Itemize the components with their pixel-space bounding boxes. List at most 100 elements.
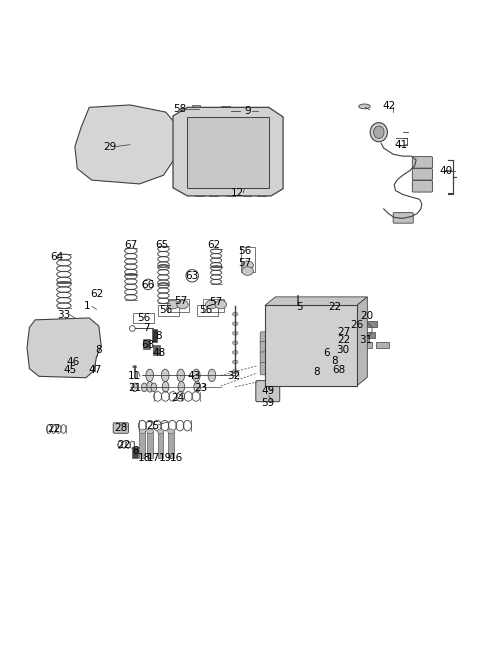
- Circle shape: [108, 170, 114, 176]
- Bar: [359, 321, 377, 327]
- Ellipse shape: [306, 298, 313, 309]
- Bar: [297, 303, 300, 313]
- Circle shape: [293, 328, 302, 337]
- Circle shape: [101, 161, 107, 166]
- Bar: [132, 447, 138, 458]
- Ellipse shape: [146, 382, 153, 392]
- Text: 43: 43: [187, 371, 201, 381]
- Text: 58: 58: [174, 104, 187, 114]
- Ellipse shape: [157, 429, 164, 434]
- Circle shape: [331, 357, 340, 365]
- Circle shape: [192, 118, 202, 128]
- Circle shape: [312, 343, 321, 351]
- Circle shape: [312, 328, 321, 337]
- Circle shape: [293, 343, 302, 351]
- Text: 63: 63: [185, 271, 199, 281]
- Circle shape: [98, 111, 104, 117]
- Text: 57: 57: [174, 296, 187, 306]
- Ellipse shape: [205, 300, 217, 309]
- Ellipse shape: [139, 429, 146, 434]
- Ellipse shape: [168, 429, 174, 434]
- Text: 59: 59: [261, 398, 275, 407]
- Circle shape: [247, 151, 256, 161]
- Circle shape: [247, 135, 256, 144]
- Ellipse shape: [161, 369, 169, 382]
- Text: 67: 67: [124, 240, 137, 250]
- Circle shape: [115, 134, 121, 140]
- Polygon shape: [357, 297, 367, 386]
- Polygon shape: [75, 105, 178, 184]
- Text: 22: 22: [48, 424, 61, 434]
- Ellipse shape: [92, 142, 101, 155]
- Circle shape: [228, 151, 238, 161]
- Circle shape: [293, 371, 302, 380]
- Bar: [153, 345, 159, 355]
- Ellipse shape: [232, 331, 238, 335]
- Text: 17: 17: [147, 453, 160, 462]
- Bar: [89, 353, 95, 371]
- Text: 30: 30: [336, 345, 349, 355]
- Bar: [202, 109, 211, 115]
- Ellipse shape: [215, 300, 227, 309]
- Text: 33: 33: [57, 310, 71, 320]
- Text: 8: 8: [332, 356, 338, 366]
- Bar: [197, 305, 218, 316]
- Text: 45: 45: [63, 365, 76, 375]
- Text: 68: 68: [332, 365, 345, 375]
- Circle shape: [118, 160, 123, 165]
- Ellipse shape: [232, 350, 238, 354]
- Circle shape: [331, 328, 340, 337]
- Circle shape: [247, 168, 256, 178]
- Ellipse shape: [284, 298, 290, 309]
- Text: 65: 65: [156, 240, 168, 250]
- Circle shape: [228, 168, 238, 178]
- Circle shape: [97, 149, 103, 154]
- Text: 41: 41: [394, 140, 408, 150]
- Ellipse shape: [142, 383, 147, 392]
- Text: 12: 12: [231, 189, 244, 198]
- Circle shape: [210, 168, 220, 178]
- Circle shape: [210, 135, 220, 144]
- Bar: [221, 106, 230, 113]
- Circle shape: [274, 328, 283, 337]
- Circle shape: [144, 128, 150, 133]
- Text: 64: 64: [50, 252, 64, 261]
- Bar: [147, 432, 153, 458]
- Bar: [265, 305, 357, 386]
- Circle shape: [149, 141, 155, 147]
- Text: 8: 8: [156, 331, 162, 341]
- Ellipse shape: [242, 261, 253, 270]
- Text: 56: 56: [138, 313, 151, 323]
- Ellipse shape: [373, 126, 384, 138]
- Ellipse shape: [192, 369, 200, 382]
- Text: 11: 11: [128, 371, 141, 381]
- Circle shape: [192, 151, 202, 161]
- Circle shape: [274, 314, 283, 322]
- Bar: [85, 346, 91, 364]
- Text: 6: 6: [323, 348, 329, 358]
- Ellipse shape: [242, 267, 253, 275]
- Bar: [157, 432, 163, 458]
- Text: 42: 42: [383, 101, 396, 111]
- Bar: [209, 189, 218, 196]
- Circle shape: [293, 314, 302, 322]
- Ellipse shape: [177, 300, 188, 309]
- Text: 8: 8: [313, 367, 320, 377]
- Circle shape: [158, 133, 164, 139]
- Circle shape: [192, 185, 202, 195]
- Ellipse shape: [146, 369, 154, 382]
- Bar: [241, 247, 255, 272]
- Ellipse shape: [232, 369, 238, 373]
- Circle shape: [96, 124, 102, 129]
- Circle shape: [127, 122, 133, 128]
- Ellipse shape: [273, 149, 282, 155]
- Circle shape: [146, 154, 152, 160]
- Ellipse shape: [177, 369, 185, 382]
- Ellipse shape: [317, 298, 324, 309]
- FancyBboxPatch shape: [412, 181, 432, 192]
- Circle shape: [228, 135, 238, 144]
- Circle shape: [210, 185, 220, 195]
- Circle shape: [123, 172, 129, 178]
- Text: 22: 22: [328, 302, 341, 312]
- Text: 22: 22: [118, 440, 131, 450]
